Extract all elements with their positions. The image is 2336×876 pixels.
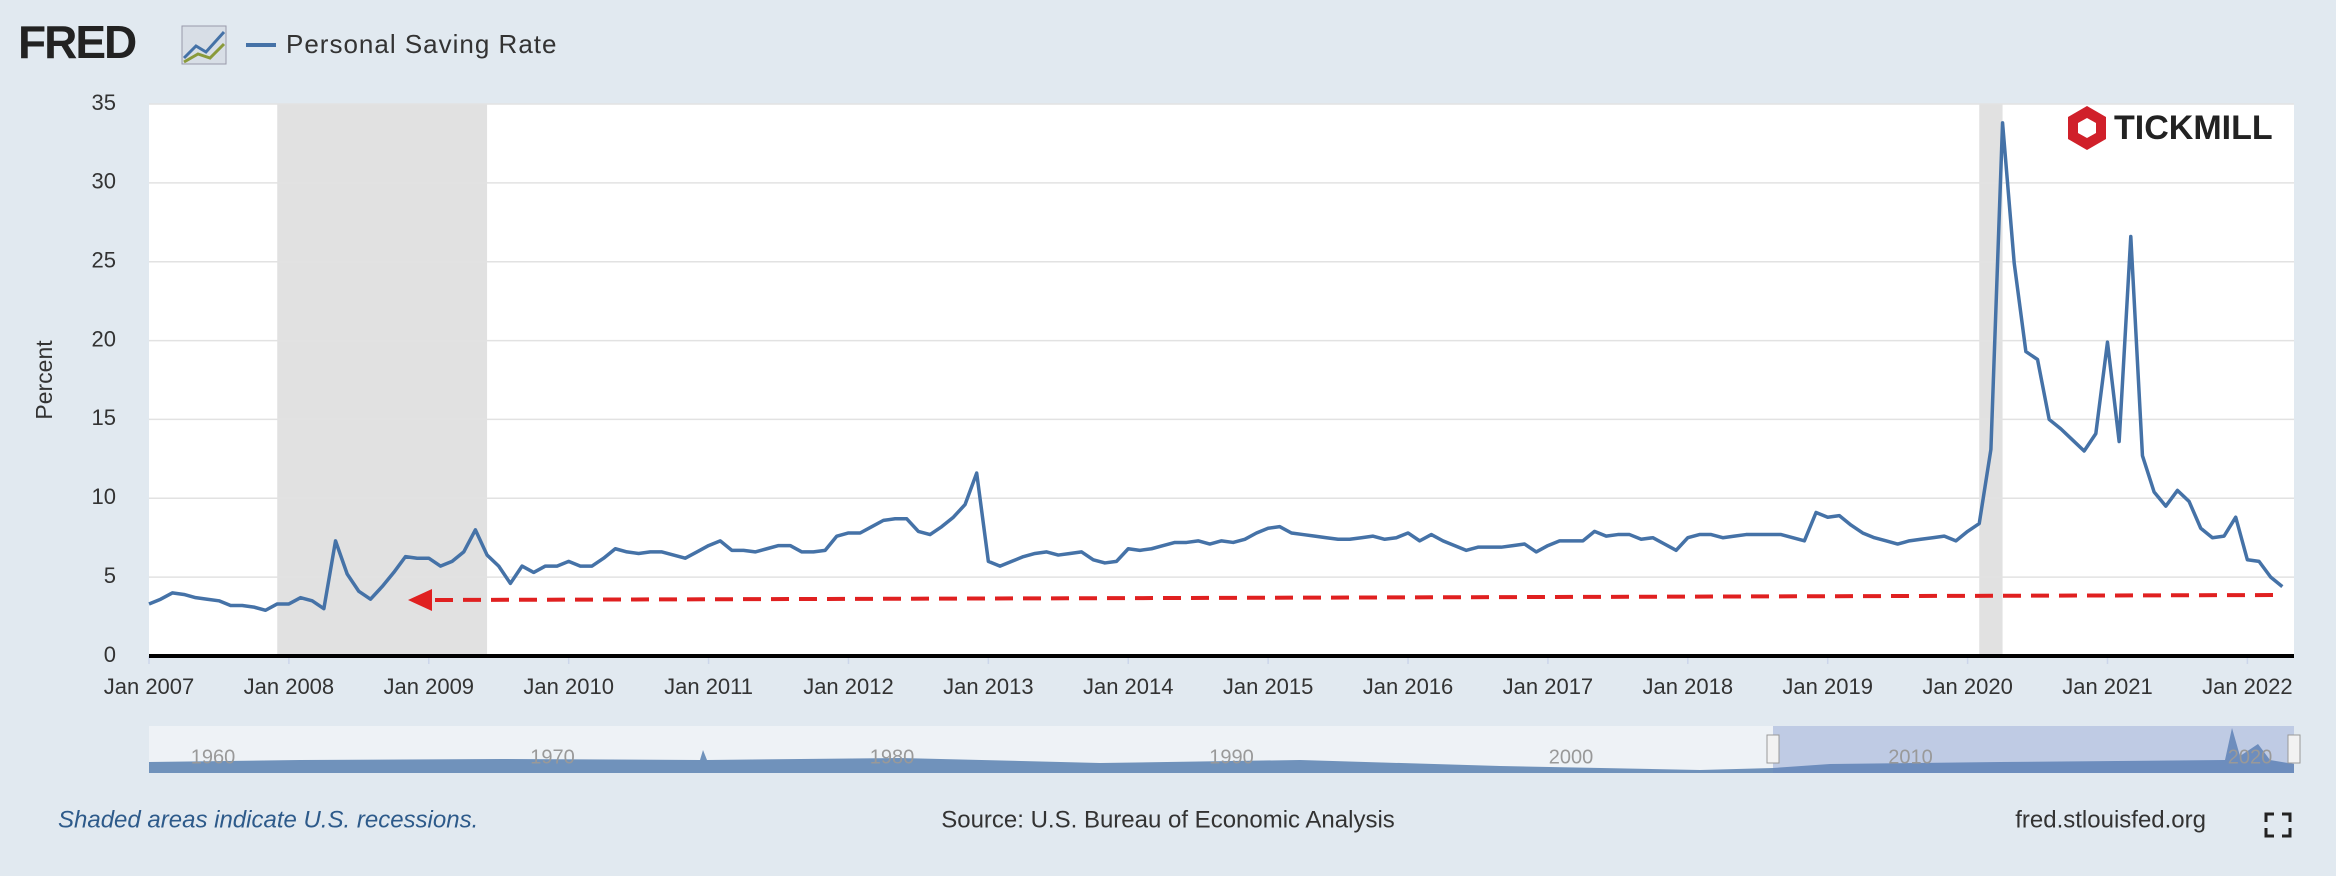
x-tick-label: Jan 2022 [2202,674,2293,699]
navigator-label: 2000 [1549,746,1594,768]
footer-note[interactable]: Shaded areas indicate U.S. recessions. [58,806,478,833]
recession-band [277,104,488,656]
navigator-label: 2020 [2228,746,2273,768]
logo-icon-line [183,42,226,64]
x-tick-label: Jan 2008 [244,674,335,699]
navigator-handle[interactable] [1766,734,1780,764]
y-tick-label: 25 [92,248,116,273]
y-tick-label: 30 [92,169,116,194]
x-tick-label: Jan 2010 [523,674,614,699]
navigator-label: 1990 [1209,746,1254,768]
x-tick-label: Jan 2021 [2062,674,2153,699]
brand-logo: TICKMILL [2068,106,2273,150]
fullscreen-icon[interactable] [2264,812,2292,838]
annotation-arrowhead [408,589,432,611]
logo-icon [181,25,227,65]
x-tick-label: Jan 2014 [1083,674,1174,699]
navigator-handle[interactable] [2287,734,2301,764]
navigator-label: 2010 [1888,746,1933,768]
y-axis-label: Percent [31,340,57,420]
y-tick-label: 20 [92,326,116,351]
x-tick-label: Jan 2009 [384,674,475,699]
navigator-selection[interactable] [1773,726,2294,773]
logo[interactable]: FRED [18,16,138,68]
navigator: 1960 1970 1980 1990 2000 2010 2020 [149,726,2301,773]
y-tick-label: 35 [92,90,116,115]
x-tick-label: Jan 2011 [664,674,753,699]
x-tick-label: Jan 2012 [803,674,894,699]
x-tick-label: Jan 2015 [1223,674,1314,699]
series-line [148,121,2284,613]
y-tick-label: 5 [104,563,116,588]
x-tick-label: Jan 2018 [1643,674,1734,699]
navigator-area [149,728,2294,773]
brand-icon-inner [2078,118,2096,138]
brand-text: TICKMILL [2114,109,2273,147]
y-tick-label: 0 [104,642,116,667]
x-tick-label: Jan 2013 [943,674,1034,699]
navigator-label: 1960 [191,746,236,768]
source: Source: U.S. Bureau of Economic Analysis [941,806,1395,833]
x-tick-label: Jan 2016 [1363,674,1454,699]
annotation-arrow [408,589,2281,611]
y-tick-label: 10 [92,484,116,509]
site[interactable]: fred.stlouisfed.org [2015,806,2206,833]
navigator-label: 1970 [530,746,575,768]
legend-label[interactable]: Personal Saving Rate [286,29,557,59]
x-tick-label: Jan 2019 [1782,674,1873,699]
logo-icon-line [182,30,226,60]
navigator-label: 1980 [870,746,915,768]
plot-area [149,104,2294,656]
y-tick-label: 15 [92,405,116,430]
x-tick-label: Jan 2017 [1503,674,1594,699]
x-tick-label: Jan 2020 [1922,674,2013,699]
x-tick-label: Jan 2007 [104,674,195,699]
